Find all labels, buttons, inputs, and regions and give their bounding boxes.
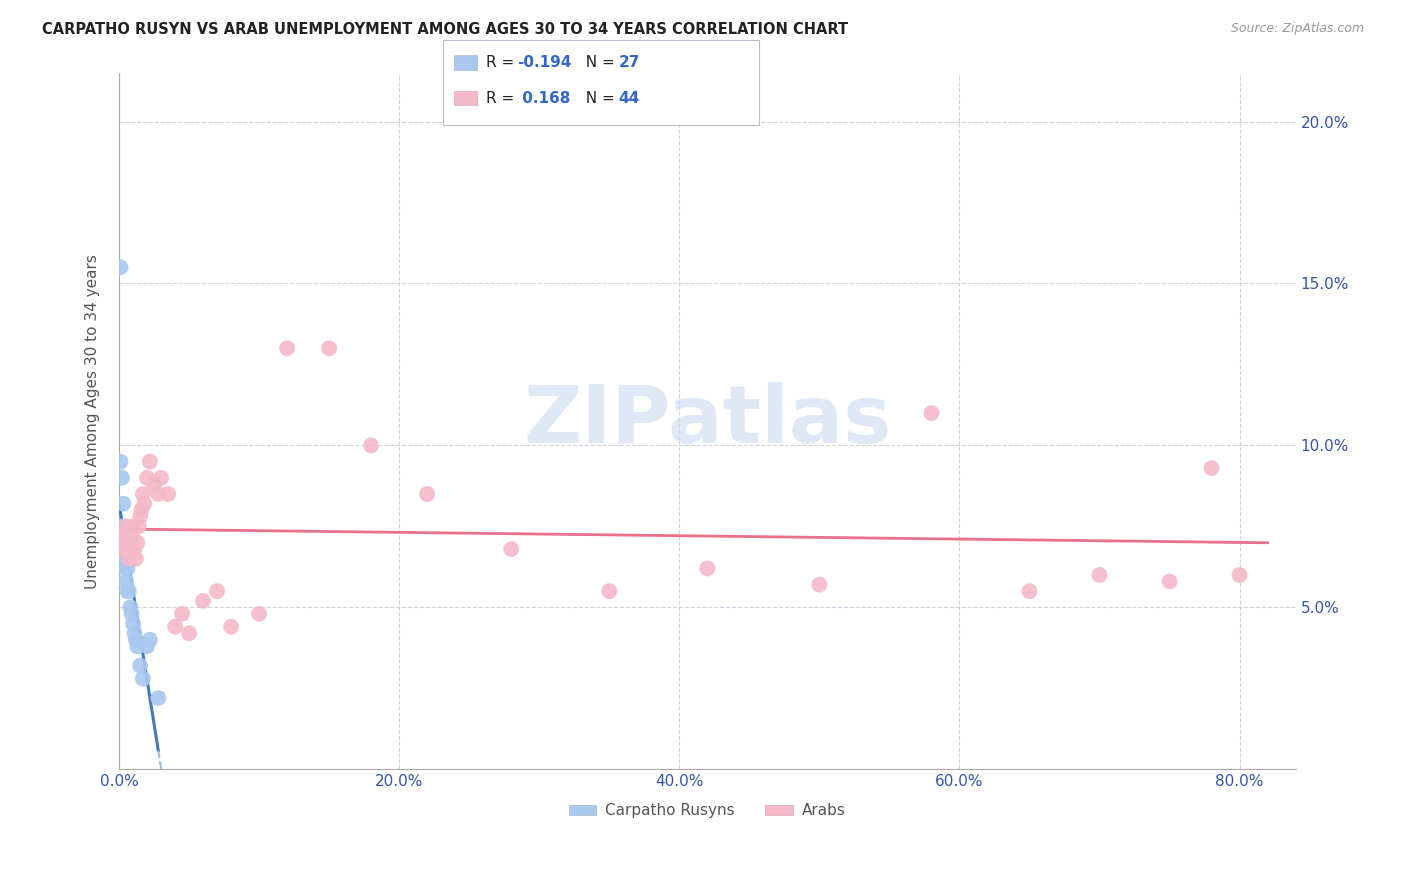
Point <box>110 455 132 469</box>
Point <box>112 551 135 566</box>
Point <box>112 497 135 511</box>
Point <box>117 561 139 575</box>
Point <box>111 542 134 557</box>
Point <box>139 632 162 647</box>
Point <box>112 529 135 543</box>
Text: 0.168: 0.168 <box>517 91 571 105</box>
Point <box>114 535 136 549</box>
Y-axis label: Unemployment Among Ages 30 to 34 years: Unemployment Among Ages 30 to 34 years <box>86 253 100 589</box>
Point <box>920 406 942 420</box>
Text: R =: R = <box>486 55 520 70</box>
Point <box>121 529 143 543</box>
Point <box>598 584 620 599</box>
Point <box>124 542 146 557</box>
Point <box>132 487 155 501</box>
Point <box>501 542 523 557</box>
Point <box>1088 568 1111 582</box>
Point <box>416 487 439 501</box>
Point <box>150 471 173 485</box>
Point <box>120 535 142 549</box>
Point <box>114 542 136 557</box>
Point <box>191 594 214 608</box>
Point <box>205 584 228 599</box>
Point <box>808 577 831 591</box>
Point <box>148 691 170 706</box>
Text: ZIPatlas: ZIPatlas <box>523 382 891 460</box>
Point <box>115 574 138 589</box>
Point <box>360 438 382 452</box>
Text: -0.194: -0.194 <box>517 55 572 70</box>
Point <box>1201 461 1223 475</box>
Point <box>128 519 150 533</box>
Text: Source: ZipAtlas.com: Source: ZipAtlas.com <box>1230 22 1364 36</box>
Point <box>136 471 159 485</box>
Point <box>696 561 718 575</box>
Point <box>247 607 270 621</box>
Point <box>143 477 166 491</box>
Point <box>111 519 134 533</box>
Point <box>129 658 152 673</box>
Point <box>127 535 149 549</box>
Point <box>177 626 200 640</box>
Point <box>118 551 141 566</box>
Point <box>125 632 148 647</box>
Point <box>136 639 159 653</box>
Point <box>111 542 134 557</box>
Legend: Carpatho Rusyns, Arabs: Carpatho Rusyns, Arabs <box>562 797 852 824</box>
Point <box>112 529 135 543</box>
Point <box>276 341 298 355</box>
Point <box>122 616 145 631</box>
Point <box>115 542 138 557</box>
Point <box>110 260 132 275</box>
Point <box>165 620 187 634</box>
Point <box>318 341 340 355</box>
Point <box>118 584 141 599</box>
Text: 44: 44 <box>619 91 640 105</box>
Point <box>1018 584 1040 599</box>
Point <box>1159 574 1181 589</box>
Point <box>110 551 132 566</box>
Text: R =: R = <box>486 91 520 105</box>
Point <box>111 471 134 485</box>
Point <box>124 626 146 640</box>
Point <box>127 639 149 653</box>
Point <box>1229 568 1251 582</box>
Text: CARPATHO RUSYN VS ARAB UNEMPLOYMENT AMONG AGES 30 TO 34 YEARS CORRELATION CHART: CARPATHO RUSYN VS ARAB UNEMPLOYMENT AMON… <box>42 22 848 37</box>
Point <box>129 509 152 524</box>
Point <box>125 551 148 566</box>
Point <box>134 497 156 511</box>
Text: 27: 27 <box>619 55 640 70</box>
Point <box>219 620 242 634</box>
Point <box>172 607 194 621</box>
Point <box>120 600 142 615</box>
Text: N =: N = <box>576 55 620 70</box>
Point <box>114 561 136 575</box>
Point <box>157 487 180 501</box>
Point <box>117 584 139 599</box>
Text: N =: N = <box>576 91 620 105</box>
Point <box>121 607 143 621</box>
Point <box>132 672 155 686</box>
Point <box>131 503 153 517</box>
Point <box>148 487 170 501</box>
Point <box>139 455 162 469</box>
Point <box>115 519 138 533</box>
Point <box>117 542 139 557</box>
Point <box>122 519 145 533</box>
